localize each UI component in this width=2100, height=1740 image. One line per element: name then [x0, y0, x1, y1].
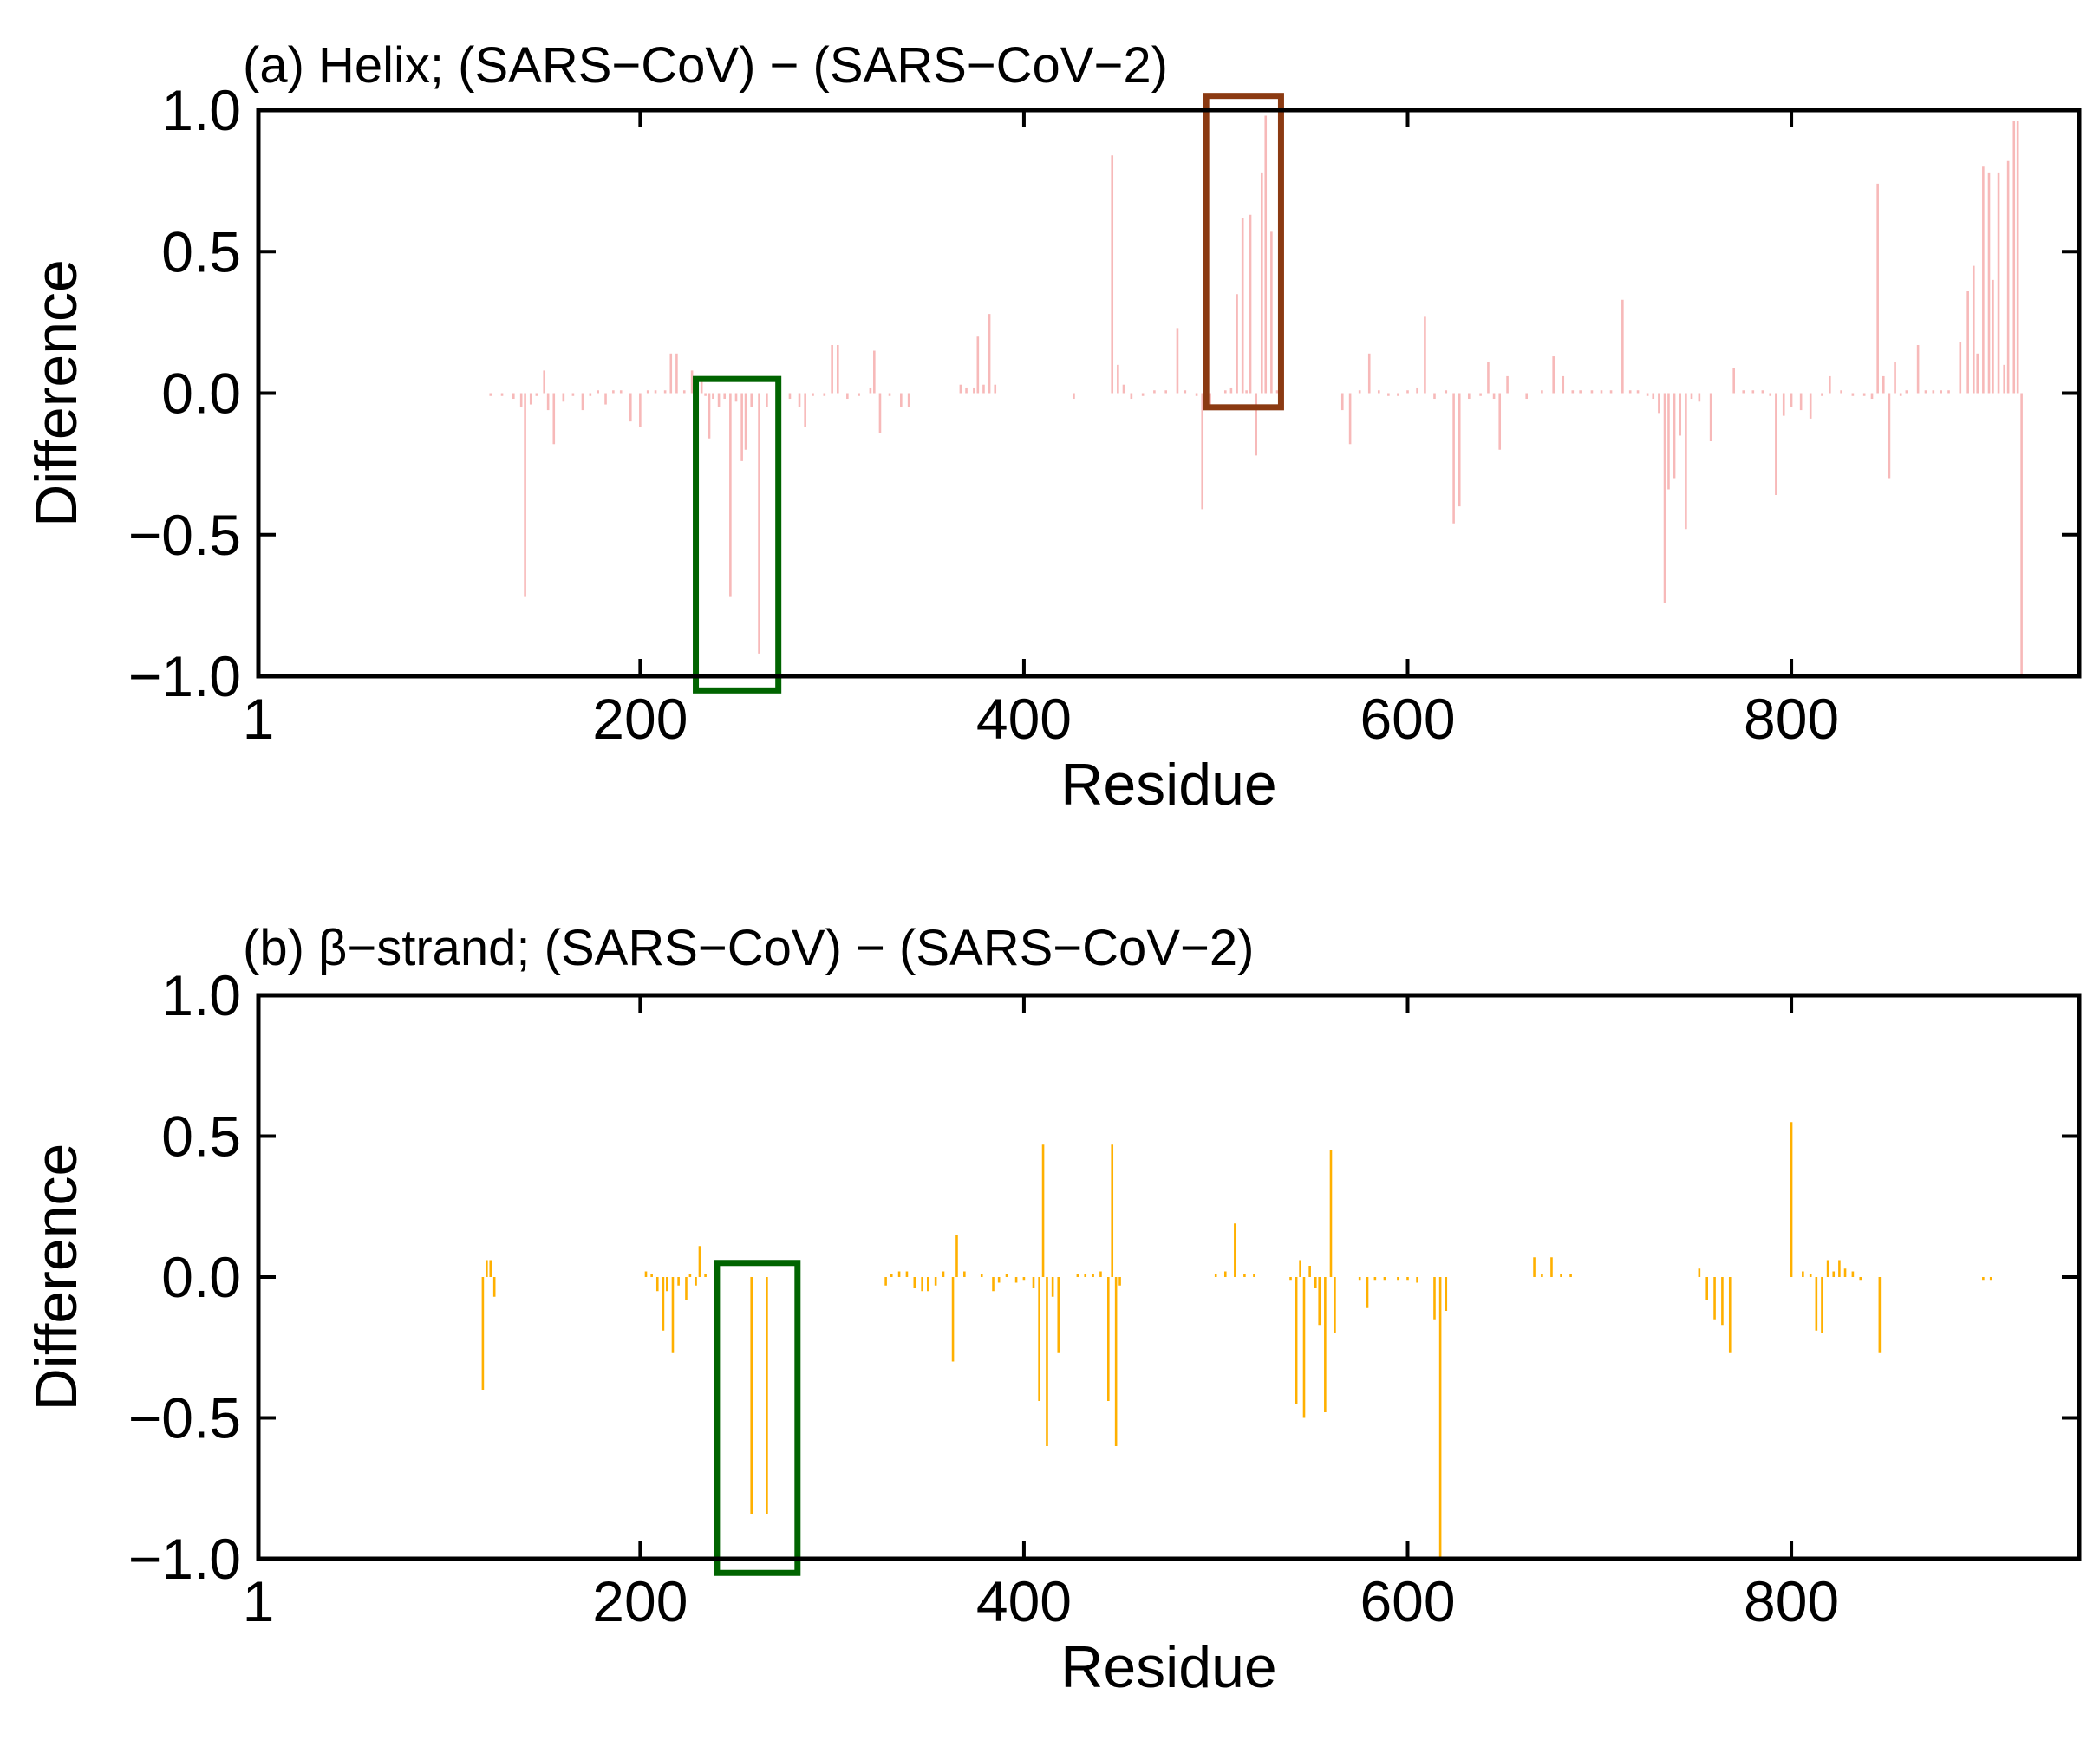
- x-tick-label: 600: [1360, 687, 1455, 751]
- y-axis-label: Difference: [23, 1144, 89, 1411]
- y-tick-label: −1.0: [128, 644, 241, 708]
- y-tick-label: −0.5: [128, 1386, 241, 1450]
- highlight-box: [1203, 93, 1284, 411]
- panel-title: (b) β−strand; (SARS−CoV) − (SARS−CoV−2): [243, 920, 1254, 976]
- y-axis-label: Difference: [23, 259, 89, 527]
- x-tick-label: 400: [976, 687, 1072, 751]
- x-axis-label: Residue: [1060, 1634, 1277, 1700]
- y-tick-label: −0.5: [128, 503, 241, 567]
- y-tick-label: 0.5: [161, 1105, 241, 1169]
- highlight-box: [714, 1260, 801, 1576]
- x-tick-label: 1: [243, 687, 275, 751]
- x-tick-label: 600: [1360, 1569, 1455, 1633]
- x-tick-label: 1: [243, 1569, 275, 1633]
- panel-helix: 1.0 0.5 0.0 −0.5 −1.01 200 400 600 800 (a) Helix;…: [23, 37, 2082, 818]
- plot-frame: [256, 993, 2082, 1561]
- panel-beta-strand: 1.0 0.5 0.0 −0.5 −1.01 200 400 600 800 (b) β−stra…: [23, 920, 2082, 1700]
- y-tick-label: 1.0: [161, 78, 241, 142]
- x-tick-label: 200: [592, 1569, 688, 1633]
- x-tick-label: 800: [1744, 1569, 1839, 1633]
- y-tick-label: 0.0: [161, 1245, 241, 1309]
- y-tick-label: 0.5: [161, 219, 241, 283]
- y-tick-label: 1.0: [161, 963, 241, 1027]
- y-tick-label: 0.0: [161, 362, 241, 426]
- y-tick-label: −1.0: [128, 1527, 241, 1591]
- highlight-box: [693, 375, 782, 694]
- x-tick-label: 200: [592, 687, 688, 751]
- x-tick-label: 800: [1744, 687, 1839, 751]
- panel-title: (a) Helix; (SARS−CoV) − (SARS−CoV−2): [243, 37, 1168, 94]
- x-tick-label: 400: [976, 1569, 1072, 1633]
- x-axis-label: Residue: [1060, 752, 1277, 818]
